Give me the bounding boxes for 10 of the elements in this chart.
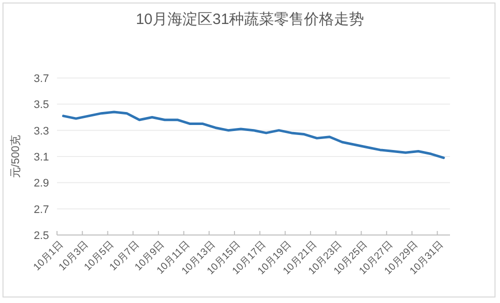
- chart-title: 10月海淀区31种蔬菜零售价格走势: [136, 11, 364, 28]
- y-tick-label: 2.9: [34, 178, 49, 190]
- y-tick-label: 3.3: [34, 125, 49, 138]
- y-tick-label: 3.7: [34, 73, 49, 85]
- y-tick-label: 2.7: [34, 204, 49, 216]
- y-axis-title: 元/500克: [9, 134, 22, 178]
- y-tick-label: 3.1: [34, 152, 49, 164]
- line-series: [62, 110, 445, 160]
- y-tick-label: 3.5: [34, 99, 49, 112]
- y-tick-label: 2.5: [34, 230, 49, 242]
